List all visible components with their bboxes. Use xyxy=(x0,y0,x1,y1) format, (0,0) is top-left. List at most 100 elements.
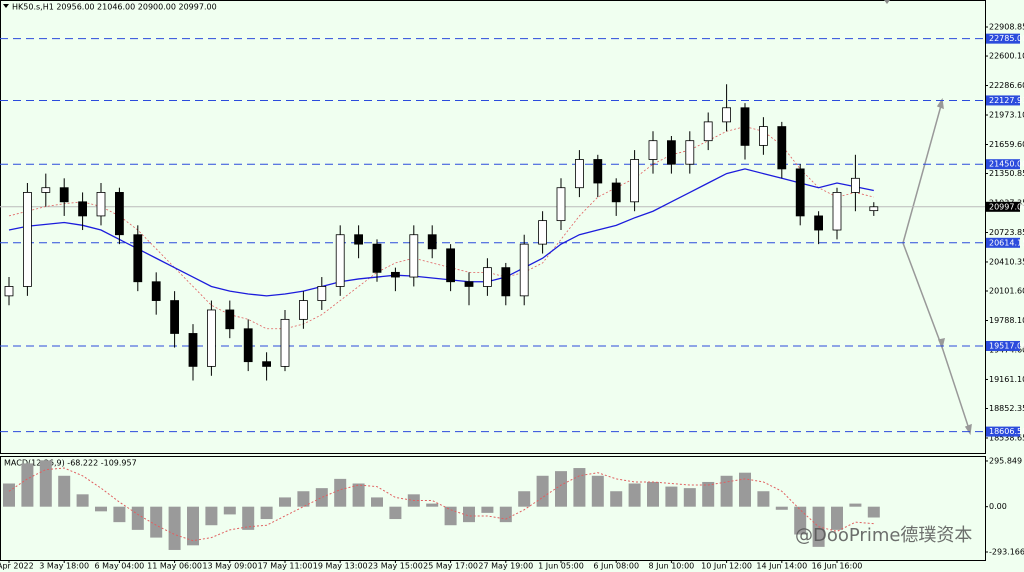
candle-body xyxy=(372,243,382,273)
candle-body xyxy=(188,333,198,367)
macd-bar xyxy=(573,468,586,507)
candle-body xyxy=(225,309,235,330)
y-tick-label: 19161.10 xyxy=(989,375,1024,384)
candle-body xyxy=(96,192,106,217)
candle-body xyxy=(777,126,787,170)
macd-bar xyxy=(389,506,402,520)
x-tick-label: 25 May 17:00 xyxy=(423,562,478,571)
y-tick-label: 0.00 xyxy=(989,502,1007,511)
candle-body xyxy=(501,267,511,297)
macd-bar xyxy=(831,506,843,530)
x-tick-label: 27 May 19:00 xyxy=(478,562,533,571)
candle-body xyxy=(280,318,290,367)
candle-body xyxy=(611,182,621,203)
macd-bar xyxy=(555,471,567,507)
candle-body xyxy=(22,192,32,287)
macd-bar xyxy=(150,506,163,538)
macd-bar xyxy=(757,491,770,507)
arrow-up xyxy=(902,101,943,244)
macd-bar xyxy=(242,506,255,530)
macd-bar xyxy=(463,506,475,523)
level-box xyxy=(986,340,1020,351)
y-tick-label: -293.166 xyxy=(989,547,1024,556)
macd-bar xyxy=(794,506,807,535)
candle-body xyxy=(317,286,327,301)
menu-triangle xyxy=(3,4,9,8)
shift-marker xyxy=(884,0,890,4)
candle-body xyxy=(206,309,216,367)
candle-body xyxy=(78,201,87,217)
x-tick-label: 8 Jun 10:00 xyxy=(649,562,695,571)
level-box xyxy=(986,426,1020,437)
macd-bar xyxy=(95,506,107,512)
x-tick-label: 16 Jun 16:00 xyxy=(812,562,863,571)
candle-body xyxy=(851,177,860,193)
y-tick-label: 22908.85 xyxy=(989,23,1024,32)
candle-body xyxy=(354,234,364,245)
macd-bar xyxy=(297,491,310,507)
candle-body xyxy=(133,234,143,283)
y-tick-label: 22600.10 xyxy=(989,52,1024,61)
candle-body xyxy=(446,248,456,283)
x-tick-label: 11 May 06:00 xyxy=(147,562,202,571)
x-tick-label: 13 May 09:00 xyxy=(202,562,257,571)
y-tick-label: 21659.60 xyxy=(989,140,1024,149)
candle-body xyxy=(593,159,603,184)
macd-bar xyxy=(518,491,531,507)
macd-bar xyxy=(58,475,71,507)
level-label: 20614.15 xyxy=(989,238,1024,247)
x-tick-label: 1 Jun 05:00 xyxy=(538,562,584,571)
macd-bar xyxy=(867,506,880,518)
candle-body xyxy=(648,140,658,160)
x-tick-label: 6 May 04:00 xyxy=(95,562,145,571)
y-tick-label: 20101.60 xyxy=(989,287,1024,296)
macd-bar xyxy=(223,506,236,515)
macd-signal xyxy=(8,467,874,542)
level-box xyxy=(986,33,1020,44)
x-tick-label: 28 Apr 2022 xyxy=(0,562,34,571)
level-label: 22785.00 xyxy=(989,34,1024,43)
x-tick-label: 10 Jun 12:00 xyxy=(701,562,752,571)
macd-bar xyxy=(315,488,328,507)
candle-body xyxy=(482,267,492,287)
candle-body xyxy=(740,107,750,146)
macd-bar xyxy=(279,497,291,507)
macd-bar xyxy=(628,483,641,507)
macd-bar xyxy=(739,472,751,507)
candle-body xyxy=(41,187,51,193)
level-label: 18606.58 xyxy=(989,427,1024,436)
candle-body xyxy=(243,328,253,363)
candle-body xyxy=(4,286,14,297)
x-tick-label: 17 May 11:00 xyxy=(258,562,313,571)
candle-body xyxy=(262,361,272,367)
macd-bar xyxy=(39,460,52,507)
candle-body xyxy=(575,159,584,189)
candle-body xyxy=(759,126,768,146)
candle-body xyxy=(115,192,124,236)
macd-bar xyxy=(683,488,696,507)
candle-body xyxy=(335,234,345,287)
candle-body xyxy=(814,215,823,231)
level-label: 21450.00 xyxy=(989,160,1024,169)
macd-bar xyxy=(499,506,512,523)
chart-title: HK50.s,H1 20956.00 21046.00 20900.00 209… xyxy=(12,3,217,12)
y-tick-label: 18852.35 xyxy=(989,404,1024,413)
macd-bar xyxy=(665,486,678,507)
level-box xyxy=(986,237,1020,248)
macd-bar xyxy=(76,494,89,507)
watermark: @DooPrime德璞资本 xyxy=(795,525,972,546)
projection-arrows xyxy=(902,97,972,436)
macd-bar xyxy=(481,506,494,513)
macd-bar xyxy=(647,481,659,507)
macd-title: MACD(12,26,9) -68.222 -109.957 xyxy=(4,459,137,468)
macd-bar xyxy=(205,506,218,526)
candle-body xyxy=(538,220,547,245)
macd-bar xyxy=(720,475,733,507)
macd-frame xyxy=(0,456,986,561)
candle-body xyxy=(630,159,639,203)
level-label: 19517.00 xyxy=(989,341,1024,350)
candle-body xyxy=(151,281,161,301)
macd-bar xyxy=(131,506,144,530)
macd-bar xyxy=(444,506,457,526)
